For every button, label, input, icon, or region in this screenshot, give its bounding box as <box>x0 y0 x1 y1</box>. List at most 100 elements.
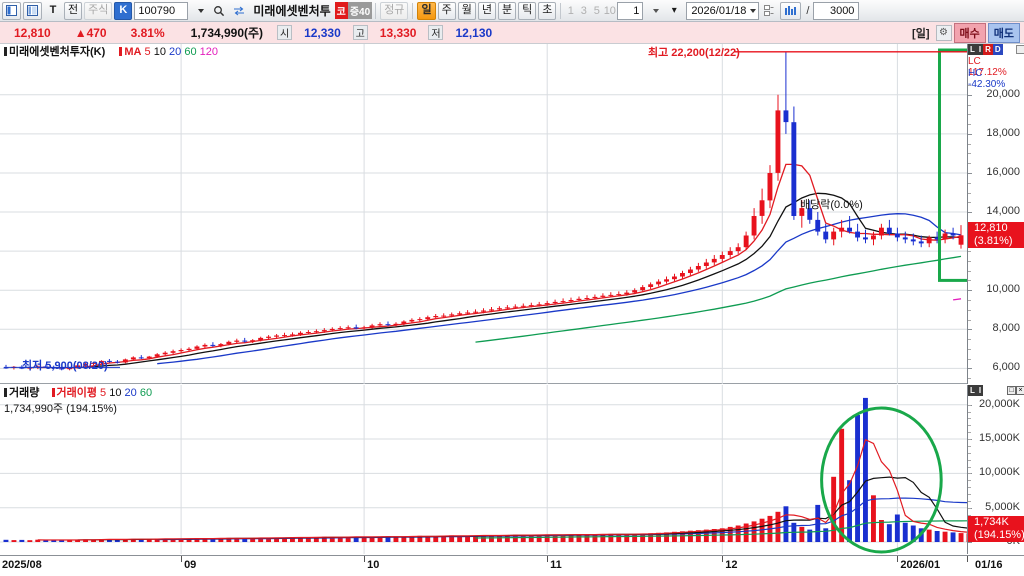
vma-legend-marker-icon <box>51 388 55 397</box>
ma-20-label[interactable]: 20 <box>169 46 182 58</box>
text-tool-icon[interactable]: T <box>49 4 57 16</box>
x-axis-tick <box>722 556 724 562</box>
layout-split-icon[interactable] <box>23 1 42 20</box>
period-second-button[interactable]: 초 <box>538 1 557 20</box>
ma-5-label[interactable]: 5 <box>144 46 151 58</box>
period-minute-button[interactable]: 분 <box>497 1 517 20</box>
tick-option-1[interactable]: 1 <box>567 4 574 17</box>
flag-d[interactable]: D <box>992 44 1003 55</box>
bar-count-input[interactable]: 3000 <box>813 1 860 20</box>
price-minor-tick <box>968 378 971 380</box>
ma-120-label[interactable]: 120 <box>199 46 219 58</box>
vma-title: 거래이평 <box>56 387 97 399</box>
volume-flags[interactable]: L I <box>968 385 984 396</box>
ma-10-label[interactable]: 10 <box>153 46 166 58</box>
toolbar-divider-3 <box>560 2 562 19</box>
x-axis-label-4: 12 <box>725 559 738 571</box>
open-price: 12,330 <box>304 25 341 40</box>
search-icon[interactable] <box>210 2 228 20</box>
vma-20-label[interactable]: 20 <box>124 387 137 399</box>
prev-button[interactable]: 전 <box>64 1 83 20</box>
vma-10-label[interactable]: 10 <box>109 387 122 399</box>
period-year-button[interactable]: 년 <box>477 1 496 20</box>
x-axis-label-1: 09 <box>184 559 197 571</box>
volume-minor-tick <box>968 432 971 434</box>
price-tick-14000: 14,000 <box>986 205 1020 218</box>
close-box-icon[interactable]: □ × <box>1007 386 1024 395</box>
current-price: 12,810 <box>14 25 51 40</box>
price-tick-mark <box>968 212 972 214</box>
flag-l[interactable]: L <box>968 44 977 55</box>
ma-60-label[interactable]: 60 <box>184 46 197 58</box>
layout-left-icon[interactable] <box>2 1 21 20</box>
x-axis-tick <box>181 556 183 562</box>
price-minor-tick <box>968 251 971 253</box>
flag-r[interactable]: R <box>983 44 993 55</box>
price-tick-mark <box>968 290 972 292</box>
price-minor-tick <box>968 280 971 282</box>
price-tick-mark <box>968 368 972 370</box>
price-minor-tick <box>968 309 971 311</box>
volume-minor-tick <box>968 452 971 454</box>
bars-icon[interactable] <box>780 1 802 20</box>
price-minor-tick <box>968 192 971 194</box>
volume-pane[interactable]: 거래량 거래이평 5 10 20 60 1,734,990주 (194.15%) <box>0 385 967 554</box>
market-kosdaq-button[interactable]: K <box>114 1 133 20</box>
tick-dropdown-icon[interactable]: ▾ <box>671 4 677 16</box>
tick-option-10[interactable]: 10 <box>603 4 616 17</box>
swap-icon[interactable] <box>230 2 248 20</box>
open-label-wrap: 시 <box>269 25 298 40</box>
date-input[interactable]: 2026/01/18 <box>686 1 760 20</box>
chevron-down-icon[interactable] <box>190 2 208 20</box>
period-day-button[interactable]: 일 <box>417 1 436 20</box>
period-tick-button[interactable]: 틱 <box>518 1 537 20</box>
sell-button[interactable]: 매도 <box>987 22 1020 43</box>
stock-name-label: 미래에셋벤처투 <box>253 4 331 18</box>
price-tick-16000: 16,000 <box>986 165 1020 178</box>
price-axis[interactable]: L I R D LC 117.12% HC -42.30% 20,000 18,0… <box>967 44 1024 384</box>
volume-chart-svg[interactable] <box>0 385 967 554</box>
price-pane-close-icon[interactable] <box>1016 45 1024 54</box>
volume-tick-20000: 20,000K <box>979 397 1020 410</box>
period-month-button[interactable]: 월 <box>457 1 476 20</box>
flag-i[interactable]: I <box>976 44 984 55</box>
period-week-button[interactable]: 주 <box>437 1 456 20</box>
price-legend: 미래에셋벤처투자(K) MA 5 10 20 60 120 <box>4 46 218 59</box>
annotation-dividend: 배당락(0.0%) <box>800 199 863 212</box>
compare-icon[interactable] <box>760 2 778 20</box>
x-axis-label-2: 10 <box>367 559 380 571</box>
x-axis[interactable]: 2025/08 09 10 11 12 2026/01 01/16 <box>0 555 1024 576</box>
price-chart-svg[interactable] <box>0 44 967 384</box>
price-legend-name: 미래에셋벤처투자(K) <box>9 46 106 58</box>
tick-option-3[interactable]: 3 <box>580 4 587 17</box>
regular-session-button[interactable]: 정규 <box>380 1 409 20</box>
tick-option-5[interactable]: 5 <box>593 4 600 17</box>
tick-value-input[interactable]: 1 <box>617 1 644 20</box>
x-axis-tick <box>364 556 366 562</box>
volume-minor-tick <box>968 487 971 489</box>
vma-5-label[interactable]: 5 <box>100 387 107 399</box>
vol-flag-l[interactable]: L <box>968 385 977 396</box>
lird-flags[interactable]: L I R D <box>968 44 1003 55</box>
volume-minor-tick <box>968 411 971 413</box>
volume-legend-name: 거래량 <box>9 387 40 399</box>
price-minor-tick <box>968 85 971 87</box>
gear-icon[interactable]: ⚙ <box>935 24 952 41</box>
vma-60-label[interactable]: 60 <box>139 387 153 399</box>
date-dropdown-icon[interactable] <box>750 8 757 13</box>
price-pane[interactable]: 미래에셋벤처투자(K) MA 5 10 20 60 120 최고 22,200(… <box>0 44 967 384</box>
volume-minor-tick <box>968 514 971 516</box>
price-minor-tick <box>968 202 971 204</box>
chart-container[interactable]: 미래에셋벤처투자(K) MA 5 10 20 60 120 최고 22,200(… <box>0 44 1024 576</box>
volume-minor-tick <box>968 418 971 420</box>
tick-spinner-icon[interactable] <box>645 2 663 20</box>
volume-minor-tick <box>968 459 971 461</box>
buy-button[interactable]: 매수 <box>953 22 986 43</box>
stock-type-button[interactable]: 주식 <box>84 1 113 20</box>
volume-tick-mark <box>968 542 972 543</box>
vol-flag-i[interactable]: I <box>976 385 984 396</box>
volume-tick-15000: 15,000K <box>979 432 1020 445</box>
high-label: 고 <box>352 25 368 40</box>
stock-code-input[interactable]: 100790 <box>134 1 189 20</box>
